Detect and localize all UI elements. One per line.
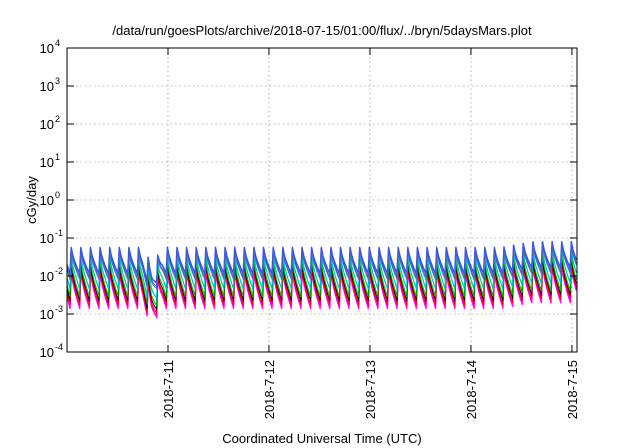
y-tick-exponent: 4 bbox=[55, 38, 60, 48]
y-tick-label: 10 bbox=[40, 193, 54, 208]
y-tick-label: 10 bbox=[40, 345, 54, 360]
series-line-7 bbox=[66, 243, 577, 288]
y-tick-label: 10 bbox=[40, 231, 54, 246]
series-line-1 bbox=[66, 262, 577, 315]
y-axis-label: cGy/day bbox=[24, 176, 39, 224]
x-axis-label: Coordinated Universal Time (UTC) bbox=[222, 431, 421, 446]
series-line-3 bbox=[66, 254, 577, 307]
y-tick-label: 10 bbox=[40, 117, 54, 132]
x-tick-labels: 2018-7-11 2018-7-12 2018-7-13 2018-7-14 2018… bbox=[161, 360, 580, 419]
grid-lines bbox=[67, 48, 577, 352]
y-tick-exponent: 2 bbox=[55, 114, 60, 124]
x-tick-label: 2018-7-11 bbox=[161, 360, 176, 418]
axis-ticks bbox=[67, 47, 577, 353]
y-tick-exponent: -1 bbox=[55, 228, 63, 238]
y-tick-exponent: -2 bbox=[55, 266, 63, 276]
series-group bbox=[66, 241, 578, 319]
chart-title: /data/run/goesPlots/archive/2018-07-15/0… bbox=[112, 23, 532, 38]
y-tick-label: 10 bbox=[40, 79, 54, 94]
y-tick-label: 10 bbox=[40, 269, 54, 284]
x-tick-label: 2018-7-13 bbox=[363, 360, 378, 419]
y-tick-exponent: 0 bbox=[55, 190, 60, 200]
x-tick-label: 2018-7-14 bbox=[464, 360, 479, 419]
x-tick-label: 2018-7-15 bbox=[565, 360, 580, 419]
y-tick-exponent: -4 bbox=[55, 342, 63, 352]
y-tick-label: 10 bbox=[40, 155, 54, 170]
x-tick-label: 2018-7-12 bbox=[262, 360, 277, 419]
y-tick-label: 10 bbox=[40, 307, 54, 322]
y-tick-exponent: 3 bbox=[55, 76, 60, 86]
series-line-2 bbox=[66, 258, 577, 311]
y-tick-exponent: 1 bbox=[55, 152, 60, 162]
y-tick-exponent: -3 bbox=[55, 304, 63, 314]
series-line-4 bbox=[66, 248, 577, 300]
y-tick-label: 10 bbox=[40, 41, 54, 56]
